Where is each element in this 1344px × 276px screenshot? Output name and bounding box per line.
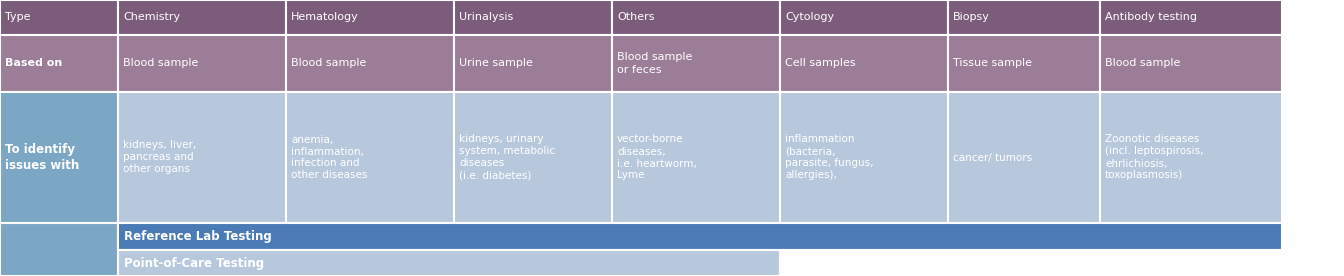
Text: Urine sample: Urine sample [460, 59, 532, 68]
Bar [612, 35, 780, 92]
Bar [454, 92, 612, 223]
Bar [612, 92, 780, 223]
Bar [0, 35, 118, 92]
Bar [454, 0, 612, 35]
Bar [118, 250, 780, 276]
Text: Antibody testing: Antibody testing [1105, 12, 1198, 23]
Bar [118, 0, 286, 35]
Text: Zoonotic diseases
(incl. leptospirosis,
ehrlichiosis,
toxoplasmosis): Zoonotic diseases (incl. leptospirosis, … [1105, 134, 1203, 181]
Text: cancer/ tumors: cancer/ tumors [953, 153, 1032, 163]
Text: Reference Lab Testing: Reference Lab Testing [124, 230, 271, 243]
Bar [286, 0, 454, 35]
Bar [780, 0, 948, 35]
Bar [612, 0, 780, 35]
Bar [948, 35, 1099, 92]
Bar [948, 92, 1099, 223]
Bar [1099, 0, 1282, 35]
Text: Cell samples: Cell samples [785, 59, 856, 68]
Text: vector-borne
diseases,
i.e. heartworm,
Lyme: vector-borne diseases, i.e. heartworm, L… [617, 134, 698, 181]
Text: kidneys, liver,
pancreas and
other organs: kidneys, liver, pancreas and other organ… [124, 140, 196, 174]
Text: inflammation
(bacteria,
parasite, fungus,
allergies),: inflammation (bacteria, parasite, fungus… [785, 134, 874, 181]
Bar [118, 223, 1282, 250]
Bar [118, 92, 286, 223]
Bar [780, 250, 1282, 276]
Text: Hematology: Hematology [292, 12, 359, 23]
Text: Type: Type [5, 12, 31, 23]
Text: Urinalysis: Urinalysis [460, 12, 513, 23]
Bar [1099, 92, 1282, 223]
Bar [0, 92, 118, 223]
Bar [780, 35, 948, 92]
Text: Tissue sample: Tissue sample [953, 59, 1032, 68]
Text: Others: Others [617, 12, 655, 23]
Text: To identify
issues with: To identify issues with [5, 143, 79, 172]
Text: Biopsy: Biopsy [953, 12, 991, 23]
Bar [948, 0, 1099, 35]
Text: Blood sample
or feces: Blood sample or feces [617, 52, 692, 75]
Text: Cytology: Cytology [785, 12, 835, 23]
Text: kidneys, urinary
system, metabolic
diseases
(i.e. diabetes): kidneys, urinary system, metabolic disea… [460, 134, 555, 181]
Text: Chemistry: Chemistry [124, 12, 180, 23]
Bar [454, 35, 612, 92]
Bar [286, 35, 454, 92]
Bar [0, 0, 118, 35]
Bar [780, 92, 948, 223]
Bar [286, 92, 454, 223]
Text: Based on: Based on [5, 59, 62, 68]
Text: Blood sample: Blood sample [292, 59, 367, 68]
Text: Blood sample: Blood sample [1105, 59, 1180, 68]
Text: Blood sample: Blood sample [124, 59, 199, 68]
Text: anemia,
inflammation,
infection and
other diseases: anemia, inflammation, infection and othe… [292, 134, 367, 181]
Bar [1099, 35, 1282, 92]
Bar [0, 223, 118, 276]
Text: Point-of-Care Testing: Point-of-Care Testing [124, 256, 265, 269]
Bar [118, 35, 286, 92]
